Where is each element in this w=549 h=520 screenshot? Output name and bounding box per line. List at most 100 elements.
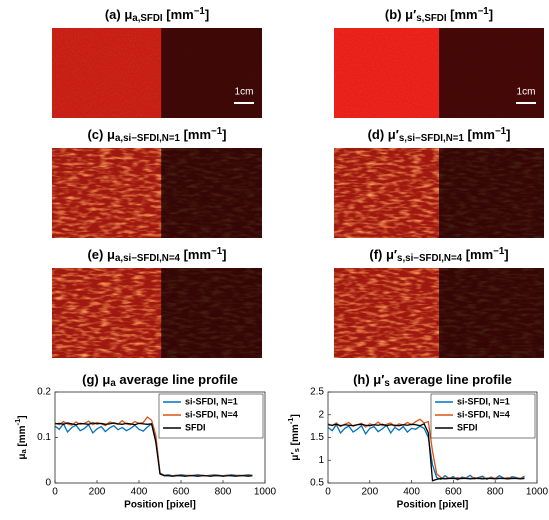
text-segment: [mm (180, 127, 211, 142)
x-tick-label: 1000 (254, 487, 277, 498)
series-line (54, 422, 253, 477)
y-tick-label: 0.2 (37, 387, 51, 398)
text-segment: a,SFDI (132, 13, 163, 24)
text-segment: (h) μ′ (353, 372, 384, 387)
image-dark (161, 28, 262, 118)
text-segment: ] (222, 247, 226, 262)
y-tick-label: 0.5 (310, 478, 324, 489)
y-tick-label: 1.5 (310, 432, 324, 443)
legend-label: SFDI (457, 422, 478, 432)
scale-bar-label: 1cm (517, 87, 536, 98)
plot-frame (54, 391, 266, 484)
text-segment: a,si−SFDI,N=4 (115, 253, 181, 264)
x-tick-label: 0 (52, 487, 58, 498)
text-segment: (d) μ′ (368, 127, 399, 142)
text-segment: ] (222, 127, 226, 142)
text-segment: a (110, 378, 116, 389)
x-axis-label: Position [pixel] (124, 500, 196, 511)
x-axis-label: Position [pixel] (397, 500, 469, 511)
image-dark (439, 268, 544, 358)
text-segment: [mm (290, 424, 301, 448)
scale-bar-label: 1cm (235, 87, 254, 98)
panel-title: (b) μ′s,SFDI [mm−1] (385, 6, 493, 24)
text-segment: (f) μ′ (369, 247, 397, 262)
y-tick-label: 1 (318, 455, 324, 466)
x-tick-label: 200 (89, 487, 106, 498)
panel-title: (f) μ′s,si−SFDI,N=4 [mm−1] (369, 246, 508, 264)
text-segment: ] (17, 415, 28, 418)
chart-title: (h) μ′s average line profile (353, 372, 512, 389)
panel-title: (e) μa,si−SFDI,N=4 [mm−1] (87, 246, 226, 264)
text-segment: [mm (447, 7, 478, 22)
legend-label: si-SFDI, N=1 (185, 396, 238, 406)
text-segment: [mm (17, 425, 28, 449)
text-segment: average line profile (390, 372, 512, 387)
x-tick-label: 200 (361, 487, 378, 498)
text-segment: −1 (493, 246, 505, 257)
text-segment: (c) μ (87, 127, 115, 142)
panel-title: (c) μa,si−SFDI,N=1 [mm−1] (87, 126, 226, 144)
chart-title: (g) μa average line profile (82, 372, 238, 389)
text-segment: (a) μ (105, 7, 133, 22)
series-line (327, 418, 525, 480)
x-tick-label: 800 (487, 487, 504, 498)
text-segment: μ (17, 453, 28, 459)
y-tick-label: 2.5 (310, 387, 324, 398)
text-segment: μ′ (290, 452, 301, 461)
text-segment: [mm (163, 7, 194, 22)
x-tick-label: 0 (325, 487, 331, 498)
legend-label: si-SFDI, N=1 (457, 396, 510, 406)
plot-frame (327, 391, 538, 484)
legend-label: si-SFDI, N=4 (457, 409, 510, 419)
legend-label: SFDI (185, 422, 206, 432)
text-segment: −1 (211, 246, 223, 257)
text-segment: s (292, 448, 301, 452)
panel-title: (a) μa,SFDI [mm−1] (105, 6, 209, 24)
text-segment: −1 (495, 126, 507, 137)
text-segment: a (19, 448, 28, 453)
text-segment: −1 (478, 6, 490, 17)
image-dark (439, 148, 544, 238)
y-axis-label: μa [mm-1] (13, 415, 28, 459)
text-segment: −1 (211, 126, 223, 137)
text-segment: (g) μ (82, 372, 110, 387)
image-dark (439, 28, 544, 118)
x-tick-label: 600 (445, 487, 462, 498)
text-segment: s,si−SFDI,N=1 (399, 133, 465, 144)
text-segment: ] (205, 7, 209, 22)
y-tick-label: 2 (318, 409, 324, 420)
x-tick-label: 400 (403, 487, 420, 498)
text-segment: −1 (194, 6, 206, 17)
y-axis-label: μ′s [mm-1] (286, 414, 301, 461)
series-line (327, 422, 525, 482)
text-segment: s (384, 378, 390, 389)
text-segment: average line profile (116, 372, 238, 387)
image-dark (161, 268, 262, 358)
text-segment: ] (504, 247, 508, 262)
x-tick-label: 1000 (526, 487, 549, 498)
text-segment: a,si−SFDI,N=1 (115, 133, 181, 144)
x-tick-label: 400 (131, 487, 148, 498)
text-segment: -1 (13, 419, 22, 426)
x-tick-label: 600 (173, 487, 190, 498)
text-segment: s,si−SFDI,N=4 (397, 253, 463, 264)
text-segment: (e) μ (87, 247, 115, 262)
text-segment: -1 (286, 418, 295, 425)
x-tick-label: 800 (215, 487, 232, 498)
text-segment: [mm (462, 247, 493, 262)
text-segment: [mm (464, 127, 495, 142)
y-tick-label: 0 (45, 478, 51, 489)
panel-title: (d) μ′s,si−SFDI,N=1 [mm−1] (368, 126, 511, 144)
text-segment: (b) μ′ (385, 7, 416, 22)
image-dark (161, 148, 262, 238)
y-tick-label: 0.1 (37, 432, 51, 443)
text-segment: ] (489, 7, 493, 22)
legend-label: si-SFDI, N=4 (185, 409, 238, 419)
text-segment: s,SFDI (416, 13, 447, 24)
text-segment: ] (506, 127, 510, 142)
text-segment: ] (290, 414, 301, 417)
text-segment: [mm (180, 247, 211, 262)
